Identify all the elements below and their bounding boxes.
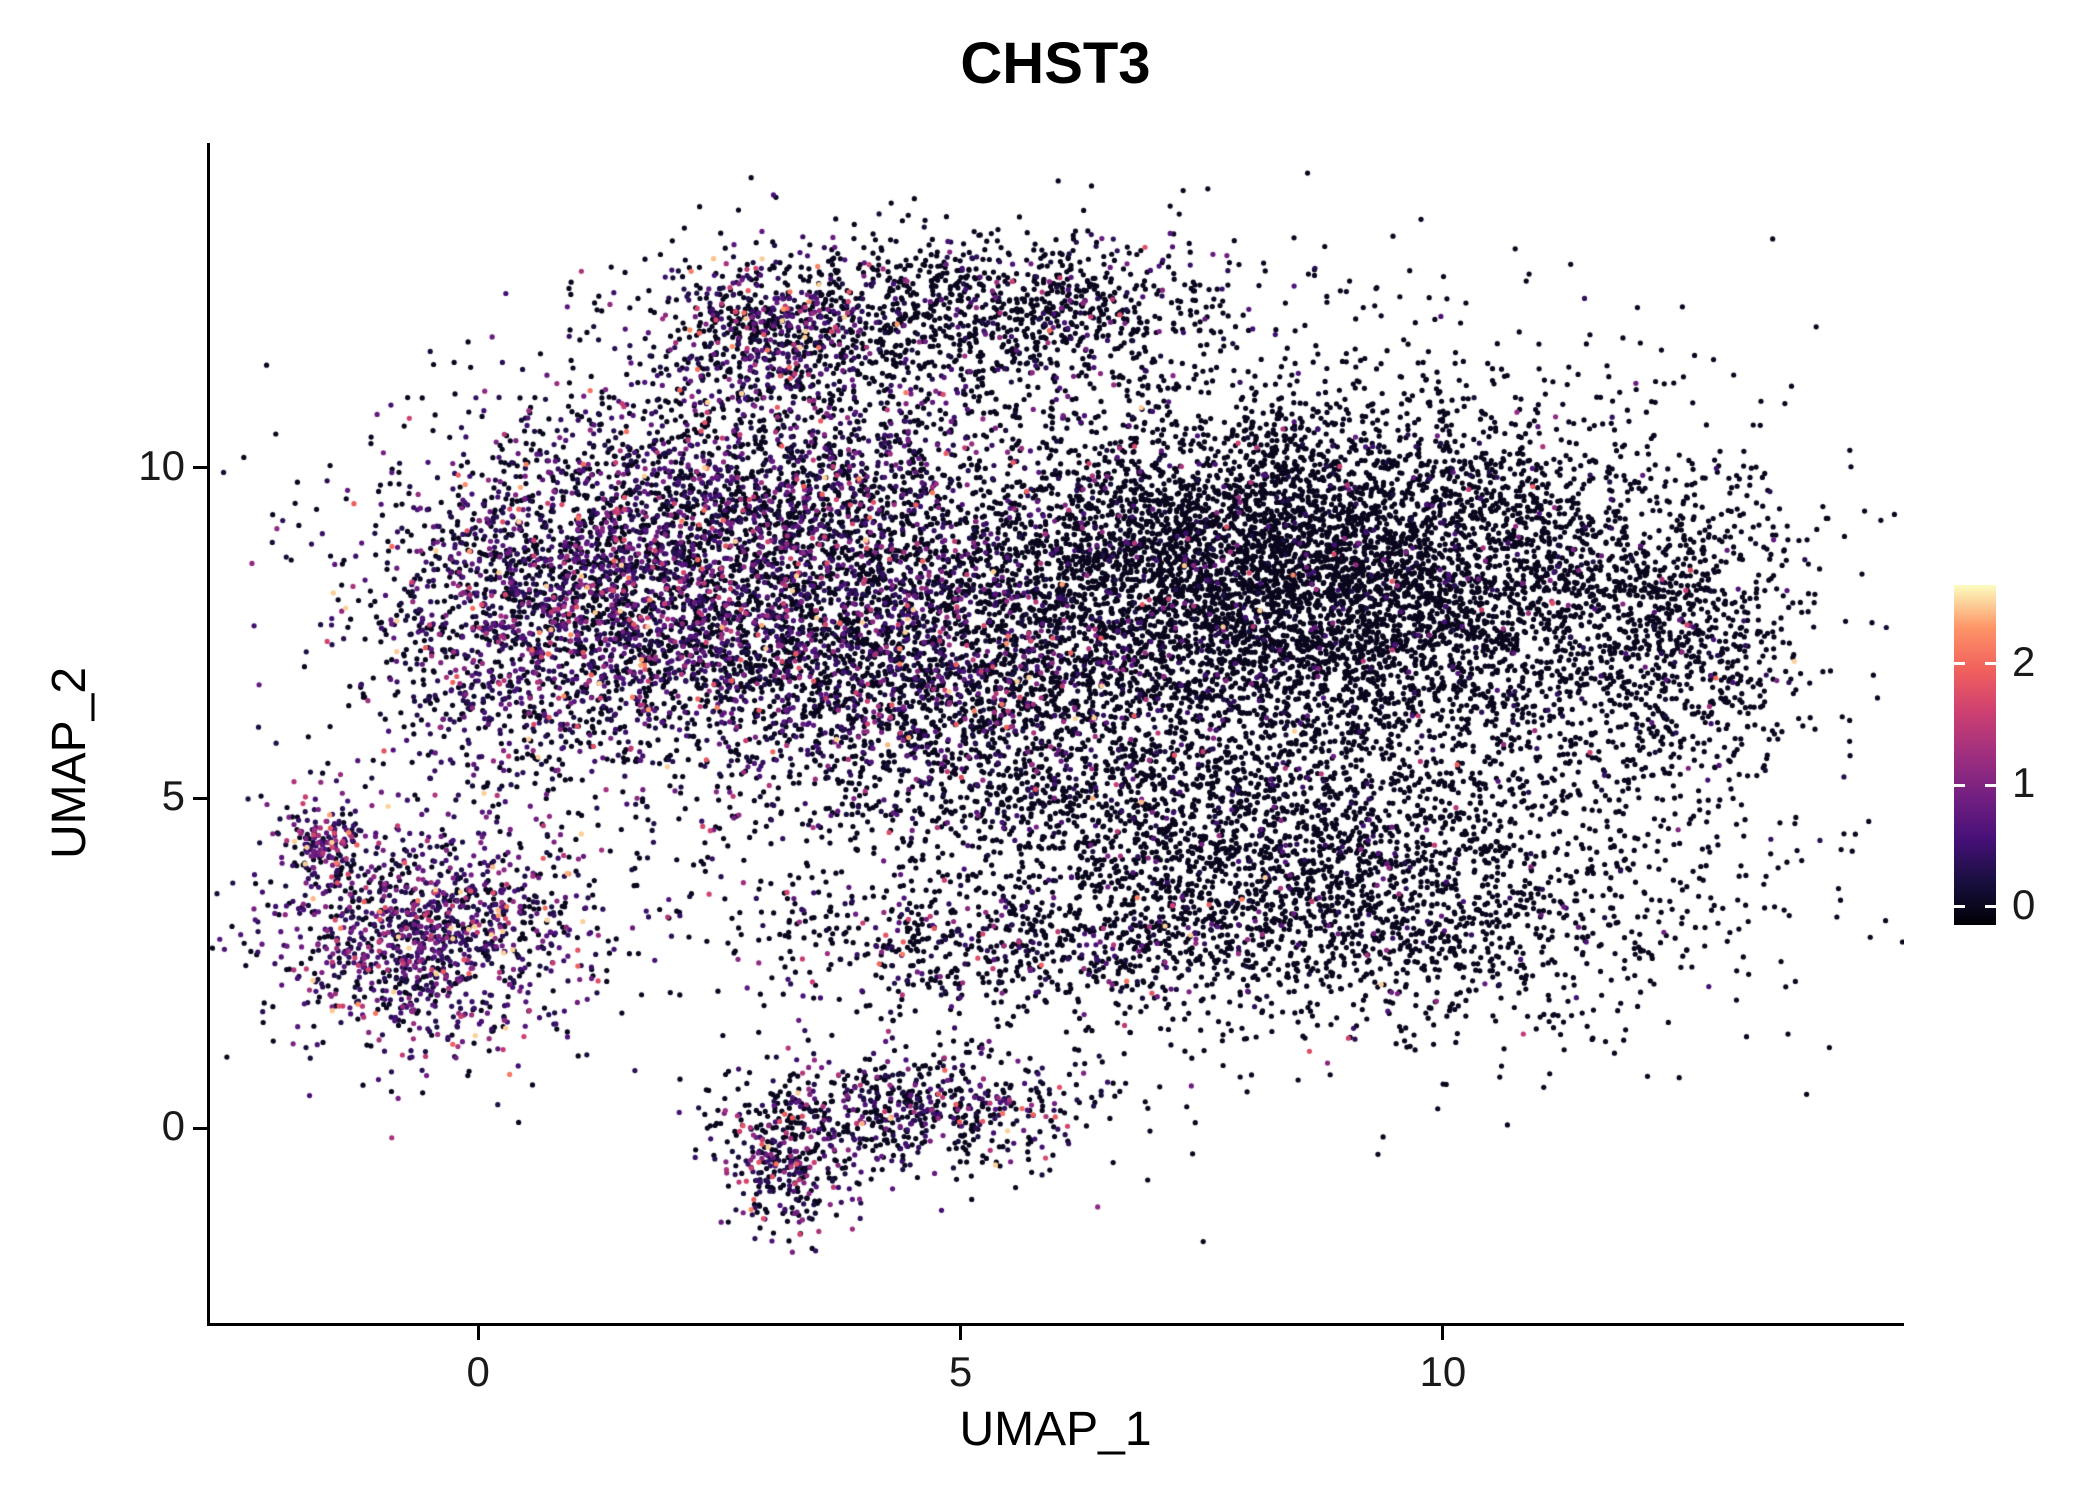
colorbar-tick-label: 1	[2012, 759, 2036, 807]
scatter-points-canvas	[210, 143, 1904, 1323]
colorbar-tick-mark	[1954, 662, 1965, 666]
colorbar-tick-mark	[1954, 783, 1965, 787]
plot-panel	[207, 143, 1904, 1326]
x-tick-mark	[1441, 1326, 1445, 1340]
x-axis-title: UMAP_1	[959, 1403, 1152, 1456]
colorbar-gradient	[1954, 585, 1996, 925]
y-tick-mark	[193, 1126, 207, 1130]
y-tick-label: 10	[138, 441, 185, 489]
colorbar-tick-label: 2	[2012, 637, 2036, 685]
colorbar-tick-mark	[1954, 905, 1965, 909]
y-tick-label: 0	[161, 1102, 185, 1150]
colorbar-tick-label: 0	[2012, 880, 2036, 928]
x-tick-label: 5	[948, 1348, 973, 1395]
colorbar-tick-mark	[1985, 905, 1996, 909]
plot-title: CHST3	[960, 31, 1151, 96]
colorbar-tick-mark	[1985, 783, 1996, 787]
x-tick-mark	[476, 1326, 480, 1340]
expression-colorbar-legend: 0 1 2	[1954, 585, 2100, 928]
y-tick-mark	[193, 466, 207, 470]
colorbar-tick-mark	[1985, 662, 1996, 666]
x-tick-label: 10	[1419, 1348, 1467, 1395]
y-axis-title: UMAP_2	[43, 666, 96, 860]
y-tick-label: 5	[161, 772, 185, 820]
x-tick-label: 0	[466, 1348, 490, 1395]
x-tick-mark	[959, 1326, 963, 1340]
y-tick-mark	[193, 796, 207, 800]
